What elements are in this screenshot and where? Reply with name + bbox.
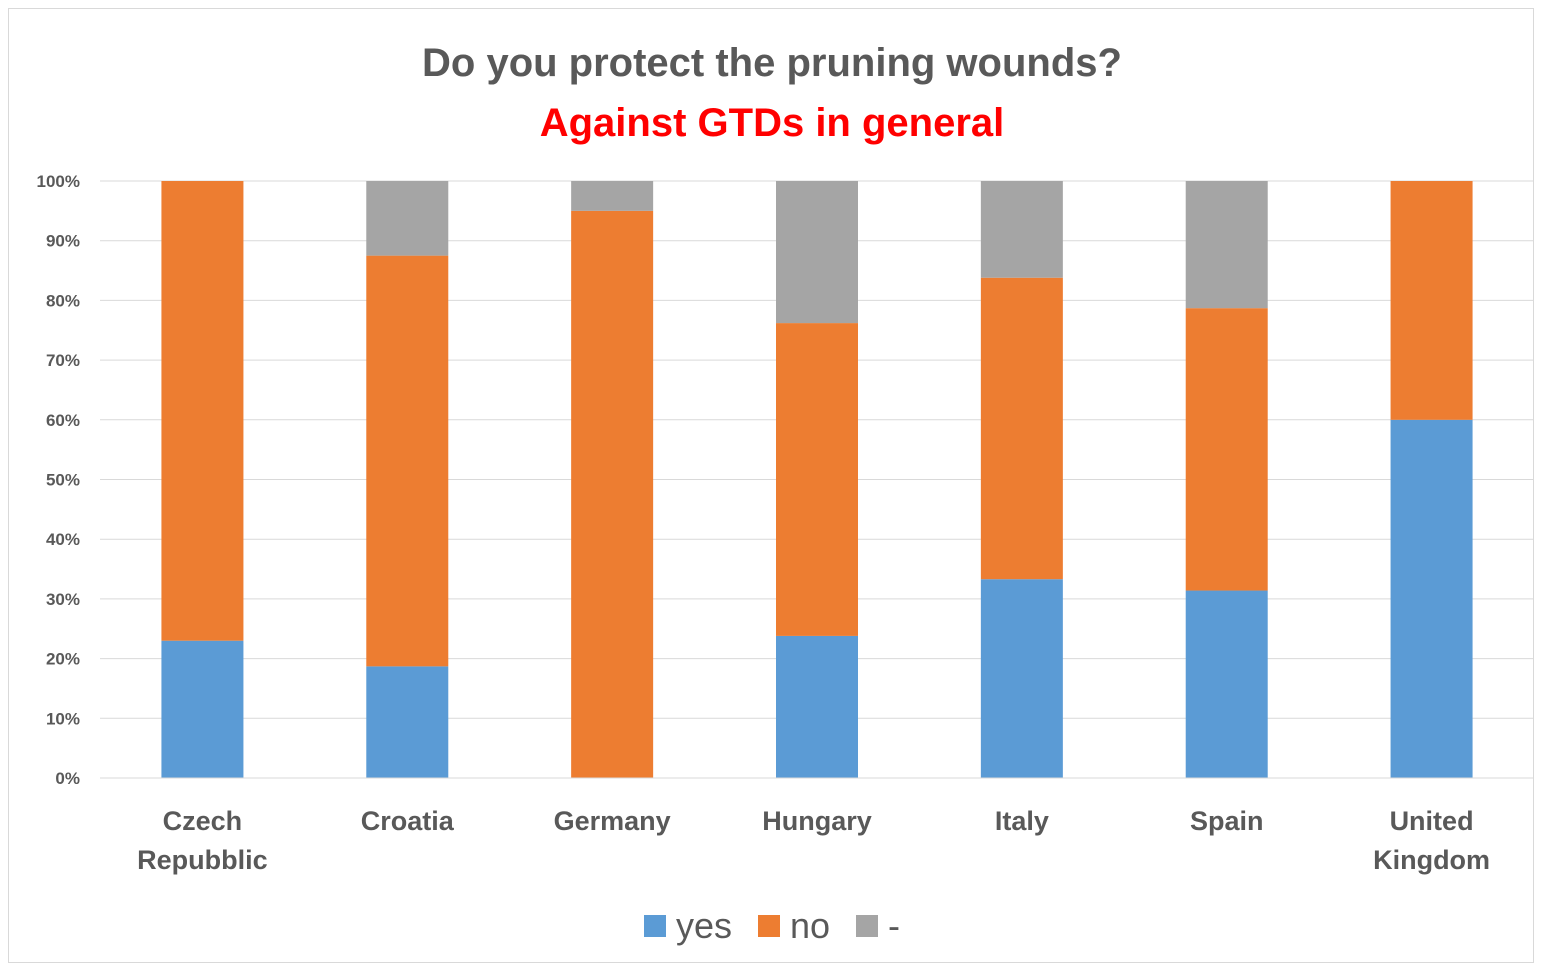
y-tick-label: 40% [46,530,80,549]
legend-swatch [643,915,666,937]
legend-label: - [888,905,901,946]
x-tick-label: Repubblic [137,845,268,875]
legend-label: no [789,905,831,946]
legend-swatch [856,915,879,937]
bar-segment [161,640,244,778]
x-tick-label: Italy [995,806,1049,836]
legend-swatch [757,915,780,937]
bar-segment [161,181,244,641]
legend-label: yes [675,905,732,946]
y-tick-label: 90% [46,232,80,251]
x-tick-label: Germany [554,806,671,836]
y-tick-label: 10% [46,709,80,728]
bar-segment [1185,308,1268,591]
y-tick-label: 60% [46,411,80,430]
x-tick-label: Czech [163,806,243,836]
bar-segment [571,181,654,211]
legend-item: - [856,905,900,947]
legend-item: no [757,905,831,947]
bar-segment [1185,590,1268,778]
bar-segment [571,210,654,779]
bar-segment [980,579,1063,778]
bar-segment [1390,181,1473,420]
x-tick-label: United [1390,806,1474,836]
bar-segment [366,666,449,778]
chart-subtitle: Against GTDs in general [539,101,1005,145]
bar-segment [1390,419,1473,778]
y-tick-label: 30% [46,590,80,609]
y-tick-label: 50% [46,471,80,490]
y-tick-label: 0% [55,769,80,788]
y-tick-label: 100% [37,172,80,191]
x-tick-label: Spain [1190,806,1264,836]
bar-segment [980,277,1063,580]
chart-frame [8,8,1534,963]
bar-segment [366,181,449,256]
bar-segment [980,181,1063,278]
y-tick-label: 70% [46,351,80,370]
bar-segment [776,635,858,778]
y-tick-label: 20% [46,650,80,669]
chart-title: Do you protect the pruning wounds? [422,41,1122,85]
chart-legend: yes no - [0,905,1544,947]
bar-segment [776,181,858,324]
x-tick-label: Hungary [762,806,872,836]
legend-item: yes [643,905,732,947]
x-tick-label: Croatia [361,806,455,836]
bar-segment [776,323,858,636]
bar-segment [366,255,449,667]
x-tick-label: Kingdom [1373,845,1490,875]
bar-segment [1185,181,1268,309]
y-tick-label: 80% [46,291,80,310]
